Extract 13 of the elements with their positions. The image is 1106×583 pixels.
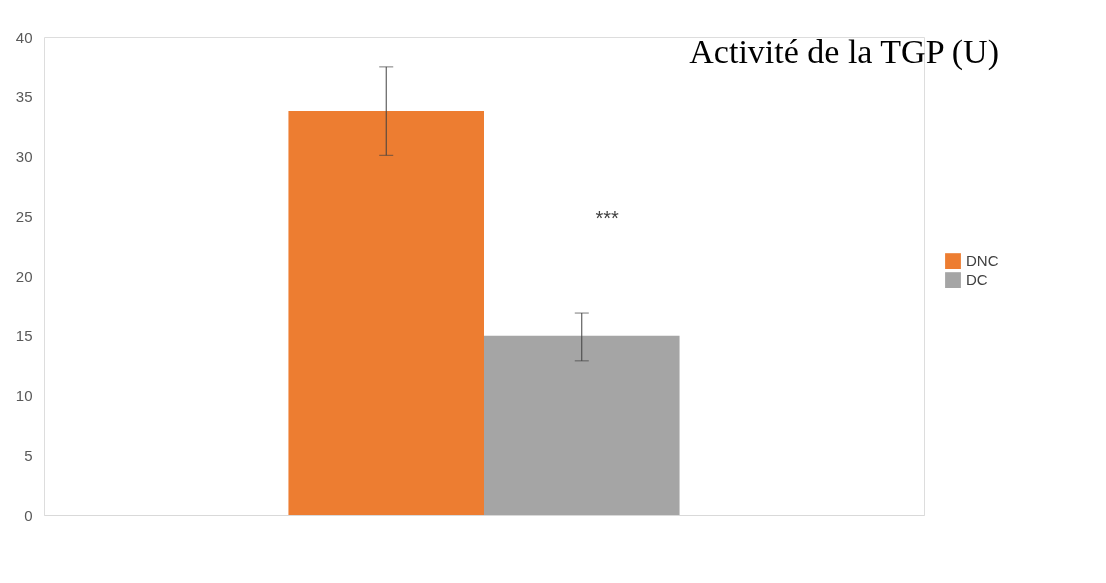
y-tick-label: 15 [15,327,33,345]
legend-label: DC [966,271,988,289]
chart-title: Activité de la TGP (U) [689,33,999,71]
y-tick-label: 0 [24,506,33,524]
y-tick-label: 10 [15,387,33,404]
y-tick-label: 35 [15,88,33,106]
y-tick-label: 5 [24,446,33,464]
y-tick-label: 30 [15,148,33,165]
y-tick-label: 20 [15,267,33,285]
annotation: *** [595,206,620,229]
y-tick-label: 40 [15,28,33,46]
legend-label: DNC [966,252,999,270]
y-tick-label: 25 [15,207,33,225]
